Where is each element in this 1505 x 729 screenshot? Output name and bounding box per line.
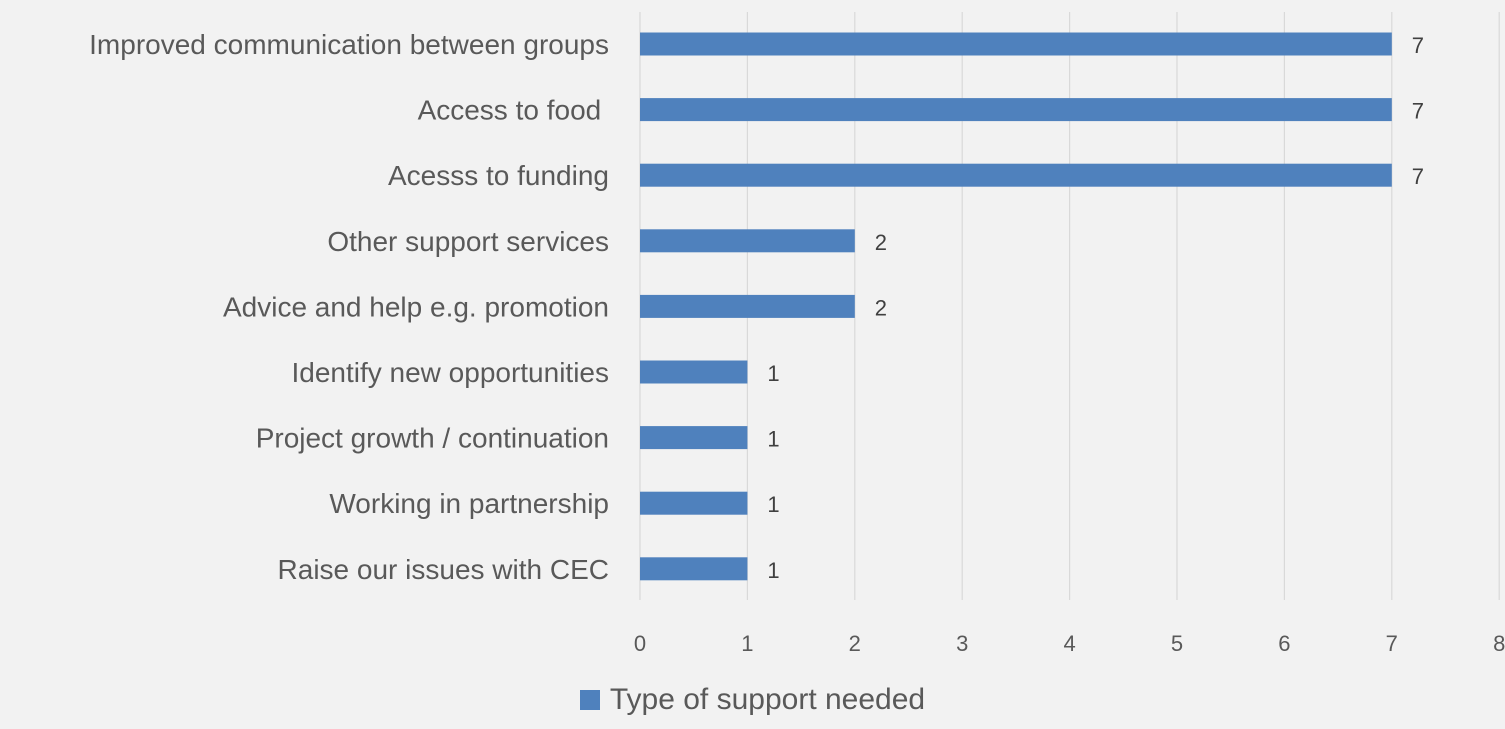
bar (640, 426, 748, 450)
legend-swatch (579, 690, 600, 710)
x-tick-label: 5 (1171, 631, 1183, 656)
category-label: Identify new opportunities (291, 357, 609, 388)
data-label: 7 (1412, 99, 1424, 124)
x-tick-label: 0 (634, 631, 646, 656)
category-labels: Improved communication between groups Acc… (89, 29, 609, 585)
category-label: Acesss to funding (388, 160, 609, 191)
category-label: Access to food (418, 95, 609, 126)
bar (640, 98, 1392, 122)
x-tick-label: 1 (741, 631, 753, 656)
category-label: Working in partnership (329, 488, 609, 519)
category-label: Improved communication between groups (89, 29, 609, 60)
data-label: 2 (875, 295, 887, 320)
category-label: Project growth / continuation (256, 423, 609, 454)
data-label: 1 (767, 558, 779, 583)
category-label: Raise our issues with CEC (278, 554, 609, 585)
legend-label: Type of support needed (609, 683, 926, 716)
bar (640, 32, 1392, 56)
x-tick-label: 7 (1386, 631, 1398, 656)
bar (640, 229, 855, 253)
bar (640, 360, 748, 384)
bar (640, 557, 748, 581)
data-label: 2 (875, 230, 887, 255)
category-label: Advice and help e.g. promotion (223, 291, 609, 322)
x-tick-label: 4 (1063, 631, 1075, 656)
data-labels: 7 7 7 2 2 1 1 1 1 (767, 33, 1424, 583)
x-tick-label: 2 (849, 631, 861, 656)
legend: Type of support needed (0, 680, 1505, 720)
data-label: 1 (767, 361, 779, 386)
data-label: 1 (767, 427, 779, 452)
data-label: 7 (1412, 33, 1424, 58)
bars (640, 32, 1392, 581)
x-axis-tick-labels: 0 1 2 3 4 5 6 7 8 (634, 631, 1505, 656)
data-label: 7 (1412, 164, 1424, 189)
data-label: 1 (767, 492, 779, 517)
x-tick-label: 3 (956, 631, 968, 656)
bar (640, 491, 748, 515)
category-label: Other support services (327, 226, 609, 257)
x-tick-label: 8 (1493, 631, 1505, 656)
x-tick-label: 6 (1278, 631, 1290, 656)
bar (640, 163, 1392, 187)
bar (640, 294, 855, 318)
